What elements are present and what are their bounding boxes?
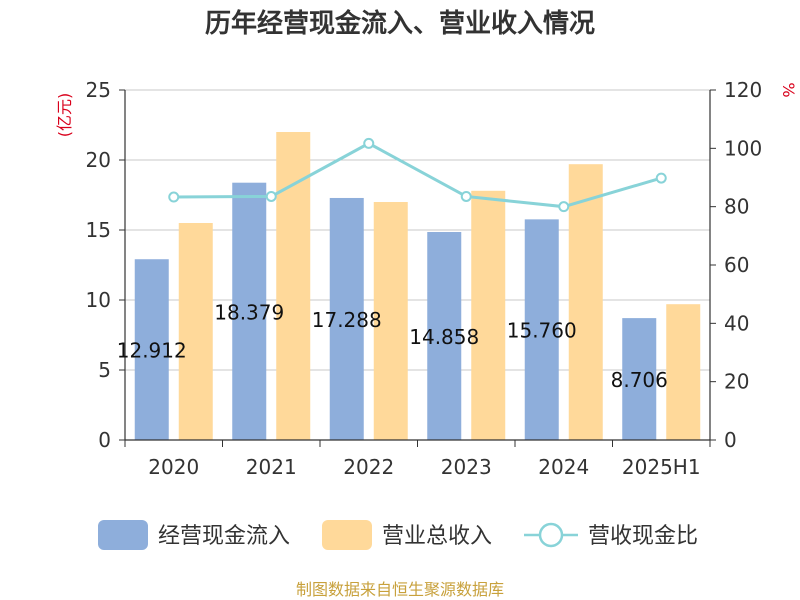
legend: 经营现金流入 营业总收入 营收现金比	[98, 520, 698, 550]
ratio-polyline	[173, 141, 662, 209]
legend-revenue-swatch	[322, 520, 372, 550]
legend-ratio-marker	[538, 522, 564, 548]
right-tick-label: 40	[724, 311, 749, 335]
revenue-bar	[373, 202, 408, 440]
right-tick-label: 60	[724, 253, 749, 277]
cash-inflow-data-label: 14.858	[409, 325, 479, 349]
ratio-point	[168, 191, 180, 203]
left-tick-label: 0	[98, 428, 111, 452]
legend-ratio-label: 营收现金比	[588, 524, 698, 549]
axes: 0 5 10 15 20 25 0 20 40 60 80 100 120 2020 2021 2022 202…	[86, 78, 763, 479]
ratio-point	[655, 172, 667, 184]
cash-inflow-bar	[524, 219, 559, 440]
cash-inflow-bar	[622, 318, 657, 440]
x-tick-label: 2020	[148, 455, 199, 479]
cash-inflow-data-label: 8.706	[611, 368, 668, 392]
cash-inflow-data-label: 18.379	[214, 300, 284, 324]
revenue-bar	[568, 164, 603, 440]
ratio-line	[168, 137, 667, 213]
left-tick-label: 10	[86, 288, 111, 312]
left-axis-unit: (亿元)	[55, 93, 74, 138]
ratio-point	[363, 137, 375, 149]
ratio-point	[460, 190, 472, 202]
cash-inflow-bar	[134, 259, 169, 440]
right-tick-label: 120	[724, 78, 762, 102]
grid-lines	[125, 89, 710, 371]
data-labels: 12.912 18.379 17.288 14.858 15.760 8.706	[117, 300, 668, 392]
cash-inflow-data-label: 15.760	[507, 319, 577, 343]
legend-cash-inflow-label: 经营现金流入	[158, 524, 290, 549]
x-tick-label: 2021	[246, 455, 297, 479]
source-note: 制图数据来自恒生聚源数据库	[296, 580, 504, 599]
x-tick-label: 2024	[538, 455, 589, 479]
cash-inflow-bar	[427, 231, 462, 440]
chart-title: 历年经营现金流入、营业收入情况	[205, 8, 595, 39]
left-tick-label: 15	[86, 218, 111, 242]
ratio-point	[558, 201, 570, 213]
x-tick-label: 2025H1	[622, 455, 701, 479]
x-tick-label: 2023	[441, 455, 492, 479]
legend-revenue-label: 营业总收入	[382, 524, 492, 549]
revenue-bar	[666, 304, 701, 440]
right-tick-label: 20	[724, 370, 749, 394]
x-tick-label: 2022	[343, 455, 394, 479]
right-axis-unit: %	[779, 82, 798, 97]
cash-inflow-bar	[232, 182, 267, 440]
revenue-bar	[471, 190, 506, 440]
right-tick-label: 80	[724, 195, 749, 219]
revenue-bar	[178, 223, 213, 440]
right-tick-label: 100	[724, 136, 762, 160]
bar-marks	[134, 132, 701, 440]
cash-inflow-data-label: 17.288	[312, 308, 382, 332]
ratio-point	[265, 190, 277, 202]
cash-inflow-data-label: 12.912	[117, 339, 187, 363]
legend-cash-inflow-swatch	[98, 520, 148, 550]
left-tick-label: 25	[86, 78, 111, 102]
left-tick-label: 5	[98, 358, 111, 382]
cash-inflow-bar	[329, 197, 364, 440]
right-tick-label: 0	[724, 428, 737, 452]
left-tick-label: 20	[86, 148, 111, 172]
